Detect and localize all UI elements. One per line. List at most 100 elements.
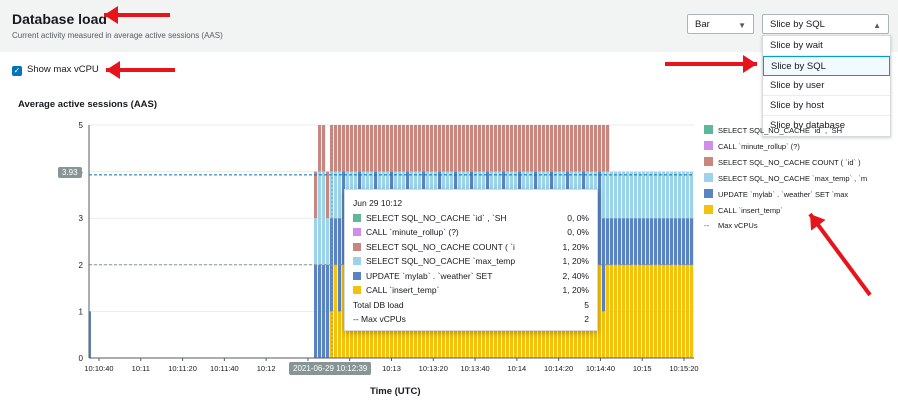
tooltip-row: CALL `minute_rollup` (?) 0, 0% xyxy=(353,225,589,240)
bar-segment xyxy=(678,218,681,265)
bar-segment xyxy=(486,125,489,172)
chart-tooltip: Jun 29 10:12 SELECT SQL_NO_CACHE `id` , … xyxy=(344,189,598,331)
bar-segment xyxy=(566,125,569,172)
tooltip-label: UPDATE `mylab` . `weather` SET xyxy=(366,271,492,281)
bar-segment xyxy=(442,125,445,172)
legend-label: SELECT SQL_NO_CACHE `id` , `SH xyxy=(718,126,842,135)
tooltip-swatch xyxy=(353,272,361,280)
bar-segment xyxy=(610,172,613,219)
bar-segment xyxy=(326,265,329,358)
legend-swatch xyxy=(704,173,713,182)
bar-segment xyxy=(322,172,325,265)
tooltip-value: 1, 20% xyxy=(563,240,589,255)
bar-segment xyxy=(658,265,661,358)
bar-segment xyxy=(630,172,633,219)
x-tick-label: 10:13:20 xyxy=(419,364,448,373)
bar-segment xyxy=(678,172,681,219)
bar-segment xyxy=(338,172,341,219)
bar-segment xyxy=(562,125,565,172)
red-arrow-head xyxy=(106,61,120,79)
y-tick-label: 3 xyxy=(79,214,84,223)
bar-segment xyxy=(570,125,573,172)
bar-segment xyxy=(638,172,641,219)
bar-segment xyxy=(622,218,625,265)
tooltip-time: Jun 29 10:12 xyxy=(353,196,589,211)
legend-item[interactable]: UPDATE `mylab` . `weather` SET `max xyxy=(704,189,894,205)
bar-segment xyxy=(398,125,401,172)
x-axis-title: Time (UTC) xyxy=(370,386,421,397)
bar-segment xyxy=(630,265,633,358)
bar-segment xyxy=(634,218,637,265)
tooltip-value: 1, 20% xyxy=(563,283,589,298)
tooltip-label: CALL `insert_temp` xyxy=(366,285,439,295)
tooltip-label: SELECT SQL_NO_CACHE `id` , `SH xyxy=(366,213,507,223)
crosshair-time-label: 2021-06-29 10:12:39 xyxy=(289,362,371,375)
x-tick-label: 10:13:40 xyxy=(460,364,489,373)
bar-segment xyxy=(418,125,421,172)
tooltip-value: 0, 0% xyxy=(567,211,589,226)
bar-segment xyxy=(586,125,589,172)
bar-segment xyxy=(602,311,605,358)
legend-item[interactable]: -- Max vCPUs xyxy=(704,221,894,237)
bar-segment xyxy=(334,125,337,172)
legend-item[interactable]: SELECT SQL_NO_CACHE `max_temp` , `m xyxy=(704,173,894,189)
bar-segment xyxy=(454,125,457,172)
bar-segment xyxy=(658,172,661,219)
bar-segment xyxy=(666,265,669,358)
bar-segment xyxy=(350,125,353,172)
tooltip-vcpu-row: -- Max vCPUs 2 xyxy=(353,312,589,327)
bar-segment xyxy=(534,125,537,172)
bar-segment xyxy=(674,218,677,265)
bar-segment xyxy=(370,125,373,172)
x-tick-label: 10:11 xyxy=(132,364,150,373)
y-tick-label: 1 xyxy=(79,307,84,316)
x-tick-label: 10:15 xyxy=(633,364,652,373)
tooltip-value: 1, 20% xyxy=(563,254,589,269)
bar-segment xyxy=(606,172,609,219)
bar-segment xyxy=(490,125,493,172)
bar-segment xyxy=(362,125,365,172)
bar-segment xyxy=(602,125,605,172)
red-arrow-head xyxy=(104,6,118,24)
bar-segment xyxy=(606,265,609,358)
tooltip-swatch xyxy=(353,257,361,265)
bar-segment xyxy=(330,125,333,172)
bar-segment xyxy=(470,125,473,172)
legend-label: UPDATE `mylab` . `weather` SET `max xyxy=(718,190,848,199)
bar-segment xyxy=(614,218,617,265)
tooltip-value: 2, 40% xyxy=(563,269,589,284)
bar-segment xyxy=(374,125,377,172)
bar-segment xyxy=(670,265,673,358)
dash-icon: -- xyxy=(704,221,713,230)
y-tick-label: 0 xyxy=(79,354,84,363)
bar-segment xyxy=(542,125,545,172)
legend-swatch xyxy=(704,157,713,166)
bar-segment xyxy=(538,125,541,172)
bar-segment xyxy=(506,125,509,172)
legend-item[interactable]: CALL `insert_temp` xyxy=(704,205,894,221)
bar-segment xyxy=(642,218,645,265)
legend-item[interactable]: CALL `minute_rollup` (?) xyxy=(704,141,894,157)
bar-segment xyxy=(618,218,621,265)
bar-segment xyxy=(522,125,525,172)
bar-segment xyxy=(314,218,317,265)
bar-segment xyxy=(654,172,657,219)
bar-segment xyxy=(546,125,549,172)
legend-item[interactable]: SELECT SQL_NO_CACHE `id` , `SH xyxy=(704,125,894,141)
tooltip-row: SELECT SQL_NO_CACHE COUNT ( `i 1, 20% xyxy=(353,240,589,255)
tooltip-swatch xyxy=(353,214,361,222)
bar-segment xyxy=(682,218,685,265)
bar-segment xyxy=(346,125,349,172)
legend-item[interactable]: SELECT SQL_NO_CACHE COUNT ( `id` ) xyxy=(704,157,894,173)
bar-segment xyxy=(594,125,597,172)
bar-segment xyxy=(394,125,397,172)
bar-segment xyxy=(474,125,477,172)
legend-swatch xyxy=(704,141,713,150)
bar-segment xyxy=(666,172,669,219)
bar-segment xyxy=(626,218,629,265)
bar-segment xyxy=(446,125,449,172)
legend-swatch xyxy=(704,205,713,214)
x-tick-label: 10:10:40 xyxy=(84,364,113,373)
legend-label: SELECT SQL_NO_CACHE COUNT ( `id` ) xyxy=(718,158,861,167)
bar-segment xyxy=(642,172,645,219)
